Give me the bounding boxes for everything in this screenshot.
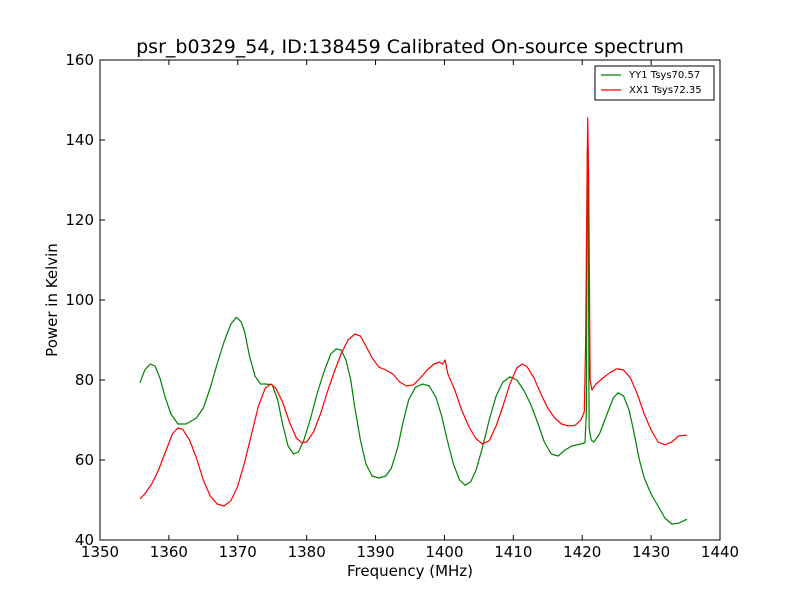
series-line-yy1 <box>139 147 688 525</box>
x-tick-label: 1380 <box>288 543 326 561</box>
x-tick-label: 1400 <box>425 543 463 561</box>
y-tick-label: 100 <box>65 291 94 309</box>
y-axis-label: Power in Kelvin <box>43 243 61 357</box>
y-tick-label: 120 <box>65 211 94 229</box>
series-layer <box>139 117 688 525</box>
y-tick-label: 140 <box>65 131 94 149</box>
y-tick-label: 40 <box>75 531 94 549</box>
legend-label-yy1: YY1 Tsys70.57 <box>628 70 700 81</box>
ticks-layer: 1350 1360 1370 1380 1390 1400 1410 1420 1430 1440… <box>65 51 739 561</box>
chart-title: psr_b0329_54, ID:138459 Calibrated On-so… <box>136 36 684 58</box>
x-tick-label: 1390 <box>356 543 394 561</box>
y-tick-label: 80 <box>75 371 94 389</box>
x-tick-label: 1350 <box>81 543 119 561</box>
plot-frame <box>99 59 721 541</box>
y-tick-label: 160 <box>65 51 94 69</box>
y-tick-label: 60 <box>75 451 94 469</box>
series-line-xx1 <box>139 117 687 507</box>
legend-label-xx1: XX1 Tsys72.35 <box>629 85 702 96</box>
x-tick-label: 1360 <box>150 543 188 561</box>
legend-box <box>594 65 715 101</box>
x-tick-label: 1420 <box>563 543 601 561</box>
x-tick-label: 1440 <box>701 543 739 561</box>
x-tick-label: 1410 <box>494 543 532 561</box>
x-tick-label: 1430 <box>632 543 670 561</box>
x-tick-label: 1370 <box>219 543 257 561</box>
x-axis-label: Frequency (MHz) <box>347 562 473 580</box>
legend: YY1 Tsys70.57 XX1 Tsys72.35 <box>594 65 715 101</box>
